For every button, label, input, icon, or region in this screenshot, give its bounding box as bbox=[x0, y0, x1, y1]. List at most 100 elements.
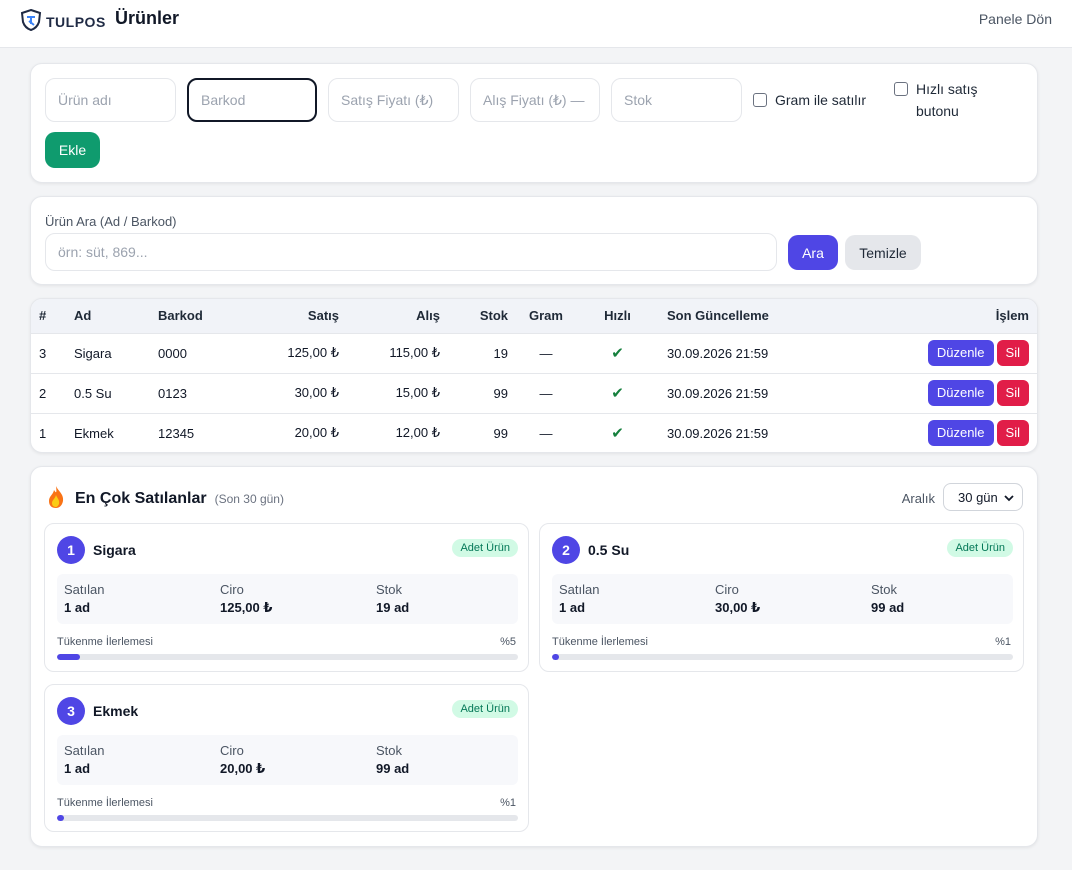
quick-sale-checkbox-box[interactable] bbox=[894, 82, 908, 96]
progress-bar bbox=[57, 815, 518, 821]
edit-button[interactable]: Düzenle bbox=[927, 420, 994, 447]
cell-stock: 19 bbox=[448, 332, 516, 373]
table-header-row: # Ad Barkod Satış Alış Stok Gram Hızlı S… bbox=[31, 299, 1037, 333]
cell-gram: — bbox=[516, 412, 576, 452]
stats-box: Satılan 1 ad Ciro 125,00 ₺ Stok 19 ad bbox=[57, 574, 518, 624]
stat-value: 99 ad bbox=[376, 761, 410, 776]
stat-value: 99 ad bbox=[871, 600, 905, 615]
unit-type-badge: Adet Ürün bbox=[452, 539, 518, 557]
cell-stock: 99 bbox=[448, 372, 516, 413]
search-button[interactable]: Ara bbox=[788, 235, 838, 270]
stat-sold: Satılan 1 ad bbox=[64, 743, 104, 776]
col-name: Ad bbox=[74, 308, 92, 324]
gram-checkbox[interactable]: Gram ile satılır bbox=[753, 89, 866, 111]
cell-sale: 30,00 ₺ bbox=[240, 372, 347, 413]
stat-value: 1 ad bbox=[64, 761, 91, 776]
unit-type-badge: Adet Ürün bbox=[947, 539, 1013, 557]
stat-revenue: Ciro 20,00 ₺ bbox=[220, 743, 265, 777]
purchase-price-input[interactable] bbox=[470, 78, 600, 122]
delete-button[interactable]: Sil bbox=[996, 420, 1029, 447]
cell-purchase: 12,00 ₺ bbox=[347, 412, 448, 452]
col-stock: Stok bbox=[479, 308, 508, 324]
col-quick: Hızlı bbox=[604, 308, 631, 324]
stat-label: Ciro bbox=[220, 582, 244, 597]
range-select-value: 30 gün bbox=[958, 489, 998, 505]
stat-label: Satılan bbox=[64, 743, 105, 758]
stat-label: Satılan bbox=[64, 582, 105, 597]
cell-updated: 30.09.2026 21:59 bbox=[659, 372, 849, 413]
stat-revenue: Ciro 125,00 ₺ bbox=[220, 582, 272, 616]
stat-value: 20,00 ₺ bbox=[220, 761, 266, 776]
stats-box: Satılan 1 ad Ciro 30,00 ₺ Stok 99 ad bbox=[552, 574, 1013, 624]
col-barcode: Barkod bbox=[158, 308, 203, 324]
stat-label: Stok bbox=[376, 582, 403, 597]
progress-fill bbox=[57, 654, 81, 660]
clear-button[interactable]: Temizle bbox=[845, 235, 921, 270]
top-bar: TULPOS Ürünler Panele Dön bbox=[0, 0, 1072, 48]
stat-label: Satılan bbox=[559, 582, 600, 597]
quick-sale-checkbox[interactable]: Hızlı satış butonu bbox=[894, 78, 1004, 122]
best-sellers-title: En Çok Satılanlar bbox=[75, 489, 207, 507]
fire-icon bbox=[45, 485, 67, 512]
progress-percent: %1 bbox=[995, 636, 1011, 648]
gram-checkbox-label: Gram ile satılır bbox=[775, 92, 867, 108]
progress-percent: %1 bbox=[500, 797, 516, 809]
delete-button[interactable]: Sil bbox=[996, 340, 1029, 366]
page-title: Ürünler bbox=[115, 8, 180, 28]
rank-badge: 2 bbox=[552, 536, 580, 564]
cell-updated: 30.09.2026 21:59 bbox=[659, 332, 849, 373]
stat-stock: Stok 99 ad bbox=[871, 582, 904, 615]
table-row: 2 0.5 Su 0123 30,00 ₺ 15,00 ₺ 99 — ✔ 30.… bbox=[31, 372, 1037, 413]
stat-label: Stok bbox=[376, 743, 403, 758]
best-sellers-card: En Çok Satılanlar (Son 30 gün) Aralık 30… bbox=[30, 466, 1038, 847]
progress-fill bbox=[552, 654, 559, 660]
add-button[interactable]: Ekle bbox=[45, 132, 100, 168]
sale-price-input[interactable] bbox=[328, 78, 459, 122]
delete-button[interactable]: Sil bbox=[996, 380, 1029, 406]
product-name: Ekmek bbox=[93, 703, 139, 719]
back-to-panel-link[interactable]: Panele Dön bbox=[978, 11, 1052, 27]
stat-value: 1 ad bbox=[559, 600, 586, 615]
cell-barcode: 12345 bbox=[150, 412, 240, 452]
cell-purchase: 15,00 ₺ bbox=[347, 372, 448, 413]
shield-logo-icon bbox=[20, 8, 42, 34]
gram-checkbox-box[interactable] bbox=[753, 93, 767, 107]
stat-sold: Satılan 1 ad bbox=[559, 582, 599, 615]
stat-value: 19 ad bbox=[376, 600, 410, 615]
col-sale: Satış bbox=[307, 308, 339, 324]
cell-name: Sigara bbox=[66, 332, 150, 373]
stock-input[interactable] bbox=[611, 78, 742, 122]
range-select[interactable]: 30 gün bbox=[943, 483, 1023, 511]
cell-barcode: 0123 bbox=[150, 372, 240, 413]
stat-value: 30,00 ₺ bbox=[715, 600, 761, 615]
unit-type-badge: Adet Ürün bbox=[452, 700, 518, 718]
col-gram: Gram bbox=[529, 308, 563, 324]
progress-percent: %5 bbox=[500, 636, 516, 648]
logo: TULPOS bbox=[20, 8, 106, 34]
product-name-input[interactable] bbox=[45, 78, 176, 122]
cell-id: 3 bbox=[31, 332, 66, 373]
best-sellers-header: En Çok Satılanlar (Son 30 gün) bbox=[45, 485, 284, 512]
search-input[interactable] bbox=[45, 233, 777, 271]
search-card: Ürün Ara (Ad / Barkod) Ara Temizle bbox=[30, 196, 1038, 285]
cell-id: 1 bbox=[31, 412, 66, 452]
search-label: Ürün Ara (Ad / Barkod) bbox=[45, 214, 177, 229]
barcode-input[interactable] bbox=[187, 78, 317, 122]
progress-label: Tükenme İlerlemesi bbox=[57, 636, 153, 648]
best-seller-card: 2 0.5 Su Adet Ürün Satılan 1 ad Ciro 30,… bbox=[539, 523, 1024, 672]
cell-actions: Düzenle Sil bbox=[848, 412, 1037, 452]
stat-label: Ciro bbox=[715, 582, 739, 597]
stat-label: Stok bbox=[871, 582, 898, 597]
rank-badge: 1 bbox=[57, 536, 85, 564]
chevron-down-icon bbox=[1004, 490, 1014, 505]
quick-sale-checkbox-label: Hızlı satış butonu bbox=[916, 81, 978, 119]
stats-box: Satılan 1 ad Ciro 20,00 ₺ Stok 99 ad bbox=[57, 735, 518, 785]
progress-fill bbox=[57, 815, 64, 821]
cell-sale: 125,00 ₺ bbox=[240, 332, 347, 373]
edit-button[interactable]: Düzenle bbox=[927, 340, 994, 366]
edit-button[interactable]: Düzenle bbox=[927, 380, 994, 406]
table-row: 3 Sigara 0000 125,00 ₺ 115,00 ₺ 19 — ✔ 3… bbox=[31, 332, 1037, 373]
product-name: 0.5 Su bbox=[588, 542, 630, 558]
check-icon: ✔ bbox=[576, 332, 659, 373]
cell-gram: — bbox=[516, 372, 576, 413]
